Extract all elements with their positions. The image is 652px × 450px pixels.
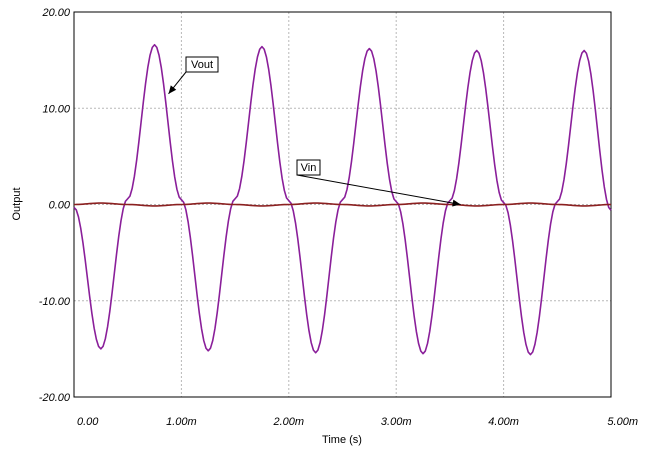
- x-tick-label: 2.00m: [273, 416, 305, 428]
- annotation-label-vin: Vin: [301, 162, 317, 174]
- y-tick-label: -20.00: [39, 392, 71, 404]
- annotation-label-vout: Vout: [191, 59, 213, 71]
- annotations-group: Vout Vin: [168, 56, 461, 207]
- x-tick-label: 0.00: [77, 416, 99, 428]
- y-tick-label: -10.00: [39, 296, 71, 308]
- x-tick-label: 5.00m: [607, 416, 638, 428]
- series-line-vout: [73, 43, 612, 356]
- annotation-arrowhead-vout: [168, 85, 177, 94]
- series-line-vin: [73, 202, 612, 207]
- annotation-box-vout: [185, 56, 219, 73]
- x-tick-label: 1.00m: [166, 416, 197, 428]
- x-axis-label: Time (s): [322, 434, 362, 446]
- y-axis-label: Output: [11, 187, 23, 220]
- annotation-arrowhead-vin: [452, 199, 461, 207]
- annotation-box-vin: [296, 159, 321, 176]
- y-tick-label: 0.00: [49, 200, 71, 212]
- annotation-leader-vin: [296, 174, 461, 205]
- series-group: [73, 43, 612, 356]
- y-tick-label: 10.00: [42, 103, 70, 115]
- x-tick-label: 3.00m: [381, 416, 412, 428]
- x-axis-ticks: 0.00 1.00m 2.00m 3.00m 4.00m 5.00m: [77, 416, 638, 428]
- x-tick-label: 4.00m: [488, 416, 519, 428]
- y-axis-ticks: 20.00 10.00 0.00 -10.00 -20.00: [39, 7, 71, 404]
- y-tick-label: 20.00: [41, 7, 70, 19]
